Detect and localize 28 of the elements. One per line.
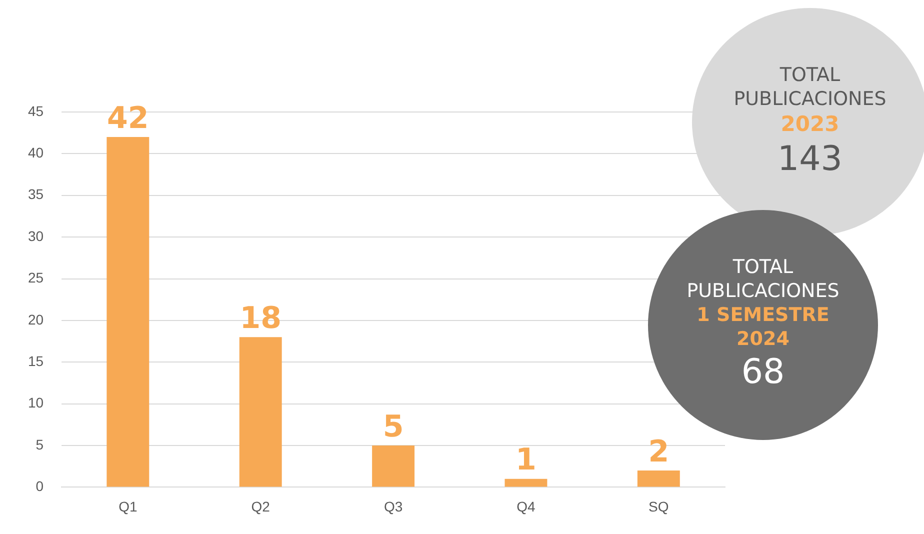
bar [106,137,150,487]
data-label: 1 [516,442,536,478]
y-tick-label: 45 [28,102,44,119]
bar [637,470,680,487]
y-tick-label: 20 [28,311,44,328]
y-tick-label: 40 [28,144,44,161]
bar [239,337,282,487]
circle-shape: TOTAL PUBLICACIONES 1 SEMESTRE 2024 68 [648,210,878,440]
y-tick-label: 0 [36,478,44,494]
y-tick-label: 30 [28,228,44,244]
x-tick-label: Q3 [384,498,403,514]
x-tick-label: SQ [648,498,669,514]
data-label: 18 [240,300,282,336]
bar [372,446,415,487]
circle-shape: TOTAL PUBLICACIONES 2023 143 [692,8,924,236]
x-tick-label: Q1 [118,498,138,514]
x-tick-label: Q2 [251,498,270,514]
annotation: 1 SEMESTRE [696,304,830,328]
y-tick-label: 35 [28,186,44,202]
data-label: 5 [382,409,404,444]
x-tick-label: Q4 [516,498,536,514]
y-tick-label: 10 [28,394,44,411]
bar [504,478,548,487]
y-tick-label: 5 [36,436,44,452]
annotation: PUBLICACIONES [686,280,840,304]
data-label: 42 [107,100,149,136]
y-tick-label: 25 [28,270,44,286]
y-tick-label: 15 [28,352,44,369]
